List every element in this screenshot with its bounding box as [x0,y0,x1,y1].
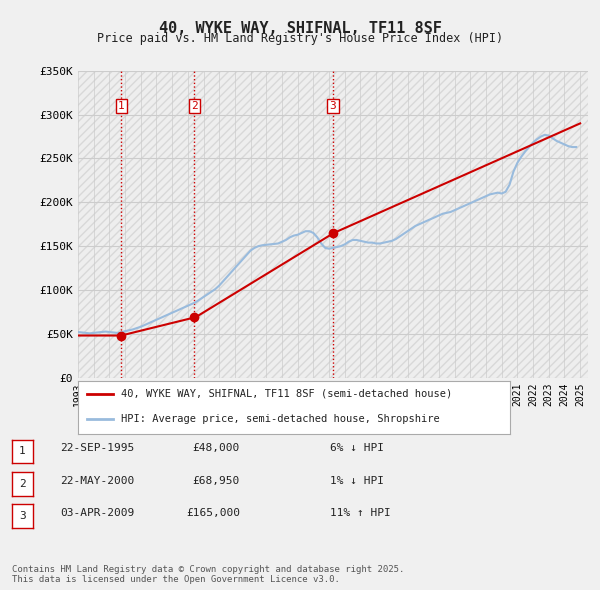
Text: Price paid vs. HM Land Registry's House Price Index (HPI): Price paid vs. HM Land Registry's House … [97,32,503,45]
Text: 3: 3 [329,101,337,111]
Text: 1: 1 [118,101,125,111]
Text: 40, WYKE WAY, SHIFNAL, TF11 8SF (semi-detached house): 40, WYKE WAY, SHIFNAL, TF11 8SF (semi-de… [121,389,452,399]
Text: 6% ↓ HPI: 6% ↓ HPI [330,444,384,453]
Text: £48,000: £48,000 [193,444,240,453]
Text: £68,950: £68,950 [193,476,240,486]
Text: 11% ↑ HPI: 11% ↑ HPI [330,509,391,518]
Text: 3: 3 [19,512,26,521]
Text: HPI: Average price, semi-detached house, Shropshire: HPI: Average price, semi-detached house,… [121,414,440,424]
Text: 22-MAY-2000: 22-MAY-2000 [60,476,134,486]
Text: 1: 1 [19,447,26,456]
Text: 22-SEP-1995: 22-SEP-1995 [60,444,134,453]
Text: 03-APR-2009: 03-APR-2009 [60,509,134,518]
Text: 40, WYKE WAY, SHIFNAL, TF11 8SF: 40, WYKE WAY, SHIFNAL, TF11 8SF [158,21,442,35]
Text: 2: 2 [191,101,198,111]
Text: 2: 2 [19,479,26,489]
Text: 1% ↓ HPI: 1% ↓ HPI [330,476,384,486]
Text: Contains HM Land Registry data © Crown copyright and database right 2025.
This d: Contains HM Land Registry data © Crown c… [12,565,404,584]
Text: £165,000: £165,000 [186,509,240,518]
